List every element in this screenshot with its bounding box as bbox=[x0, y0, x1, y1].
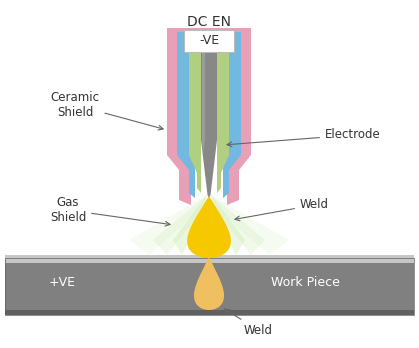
Polygon shape bbox=[211, 195, 245, 255]
Polygon shape bbox=[202, 32, 205, 155]
Polygon shape bbox=[189, 32, 229, 193]
Polygon shape bbox=[173, 195, 207, 255]
Polygon shape bbox=[201, 32, 217, 198]
Polygon shape bbox=[211, 195, 265, 255]
Bar bbox=[5, 263, 414, 310]
Polygon shape bbox=[187, 197, 231, 258]
Text: Weld: Weld bbox=[235, 198, 329, 221]
Text: Electrode: Electrode bbox=[227, 128, 381, 147]
Text: Work Piece: Work Piece bbox=[271, 276, 339, 288]
Polygon shape bbox=[177, 32, 241, 198]
Bar bbox=[5, 258, 414, 315]
Text: DC EN: DC EN bbox=[187, 15, 231, 29]
Text: Weld: Weld bbox=[225, 309, 273, 337]
Bar bbox=[5, 310, 414, 315]
Text: Ceramic
Shield: Ceramic Shield bbox=[51, 91, 163, 130]
Polygon shape bbox=[129, 195, 207, 255]
Text: Gas
Shield: Gas Shield bbox=[50, 196, 170, 226]
Polygon shape bbox=[167, 28, 251, 205]
Bar bbox=[5, 255, 414, 263]
FancyBboxPatch shape bbox=[184, 30, 234, 52]
Text: +VE: +VE bbox=[49, 276, 75, 288]
Text: -VE: -VE bbox=[199, 34, 219, 47]
Polygon shape bbox=[211, 195, 289, 255]
Polygon shape bbox=[194, 258, 224, 310]
Polygon shape bbox=[153, 195, 207, 255]
